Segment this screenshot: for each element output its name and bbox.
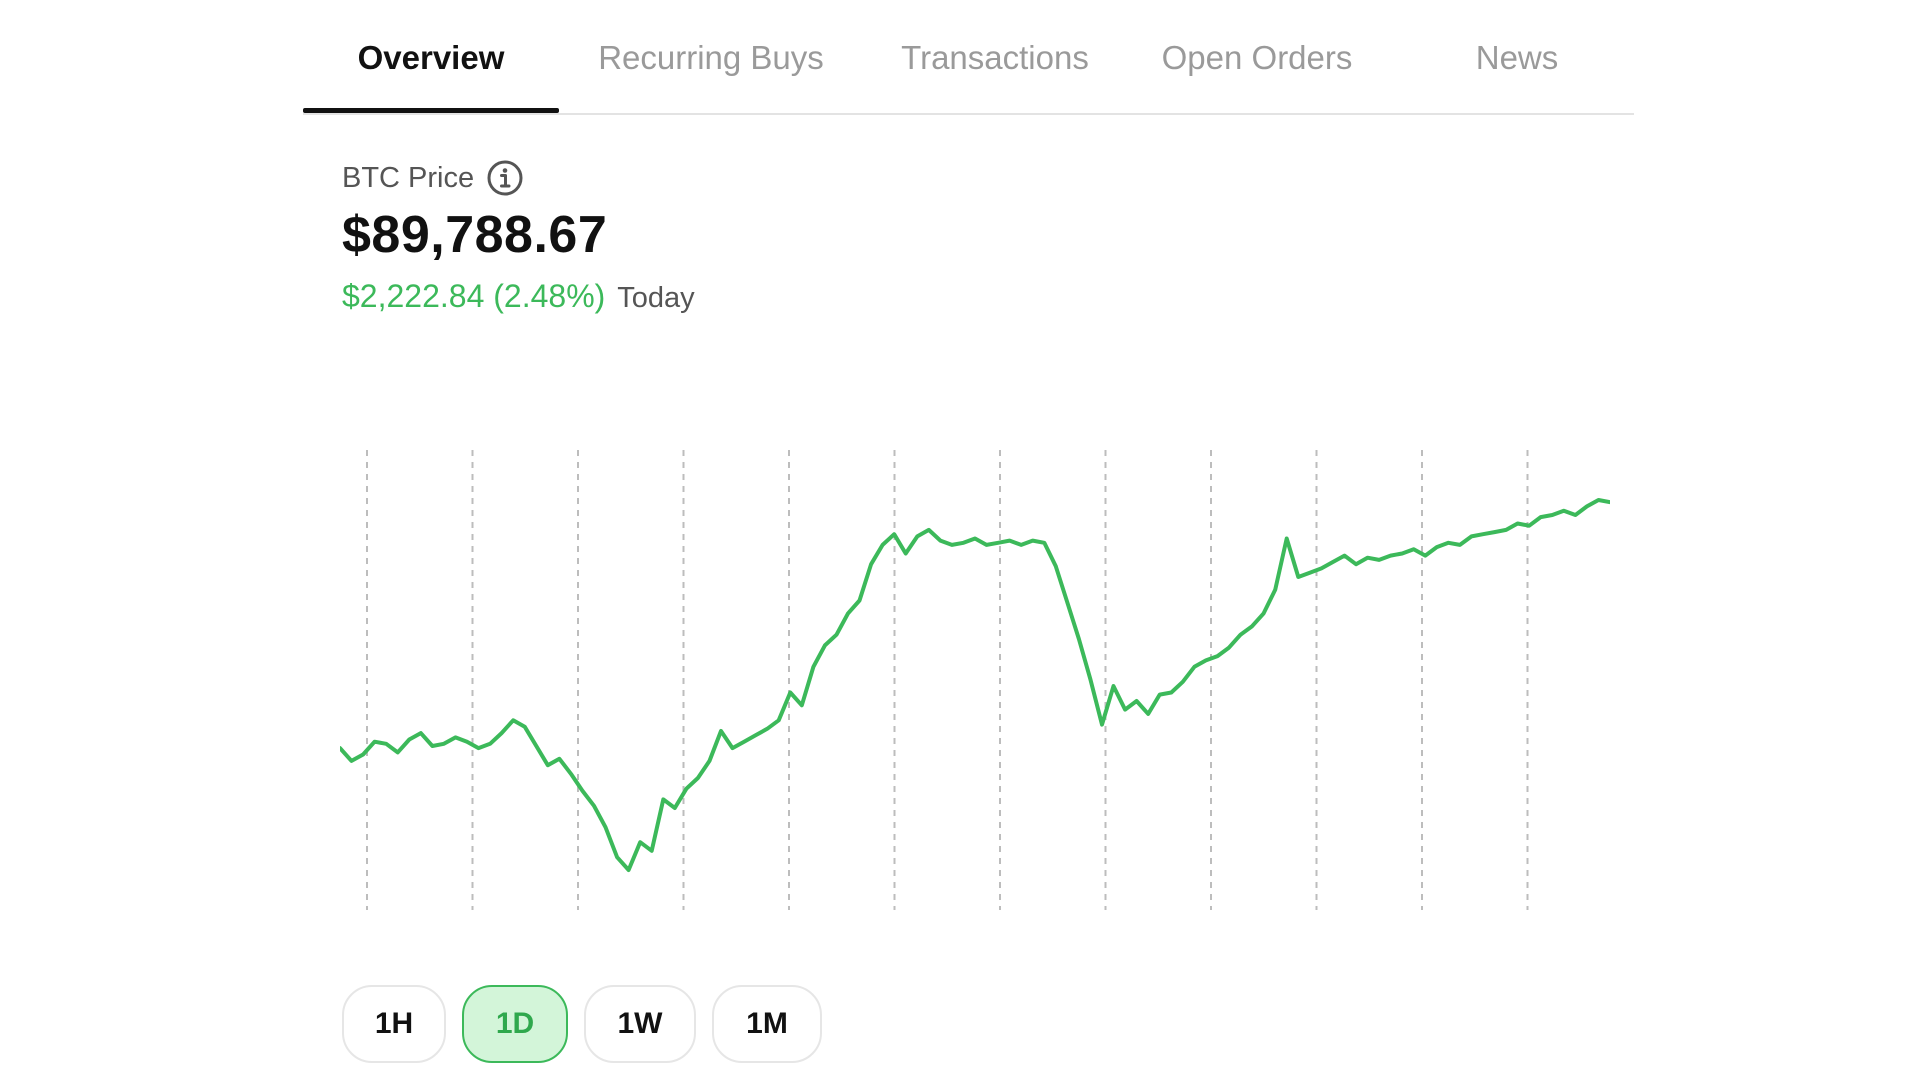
price-label: BTC Price [342,161,475,194]
btc-price-value: $89,788.67 [342,206,608,264]
price-change-period: Today [617,282,695,314]
range-button-1m[interactable]: 1M [712,985,822,1063]
tab-open-orders[interactable]: Open Orders [1161,38,1353,76]
tab-recurring-buys[interactable]: Recurring Buys [598,38,824,76]
price-series-line [340,498,1610,872]
tab-bar: Overview Recurring Buys Transactions Ope… [303,0,1634,115]
tab-overview[interactable]: Overview [357,38,505,76]
time-range-selector: 1H 1D 1W 1M [342,985,822,1063]
tab-transactions[interactable]: Transactions [901,38,1089,76]
price-change-row: $2,222.84 (2.48%) Today [342,278,695,315]
range-button-1d[interactable]: 1D [462,985,568,1063]
info-icon[interactable] [486,159,524,197]
tab-news[interactable]: News [1475,38,1559,76]
price-label-row: BTC Price [342,158,524,198]
range-button-1h[interactable]: 1H [342,985,446,1063]
range-button-1w[interactable]: 1W [584,985,696,1063]
price-change-value: $2,222.84 (2.48%) [342,278,606,314]
active-tab-indicator [303,108,559,113]
price-chart[interactable] [340,440,1610,920]
